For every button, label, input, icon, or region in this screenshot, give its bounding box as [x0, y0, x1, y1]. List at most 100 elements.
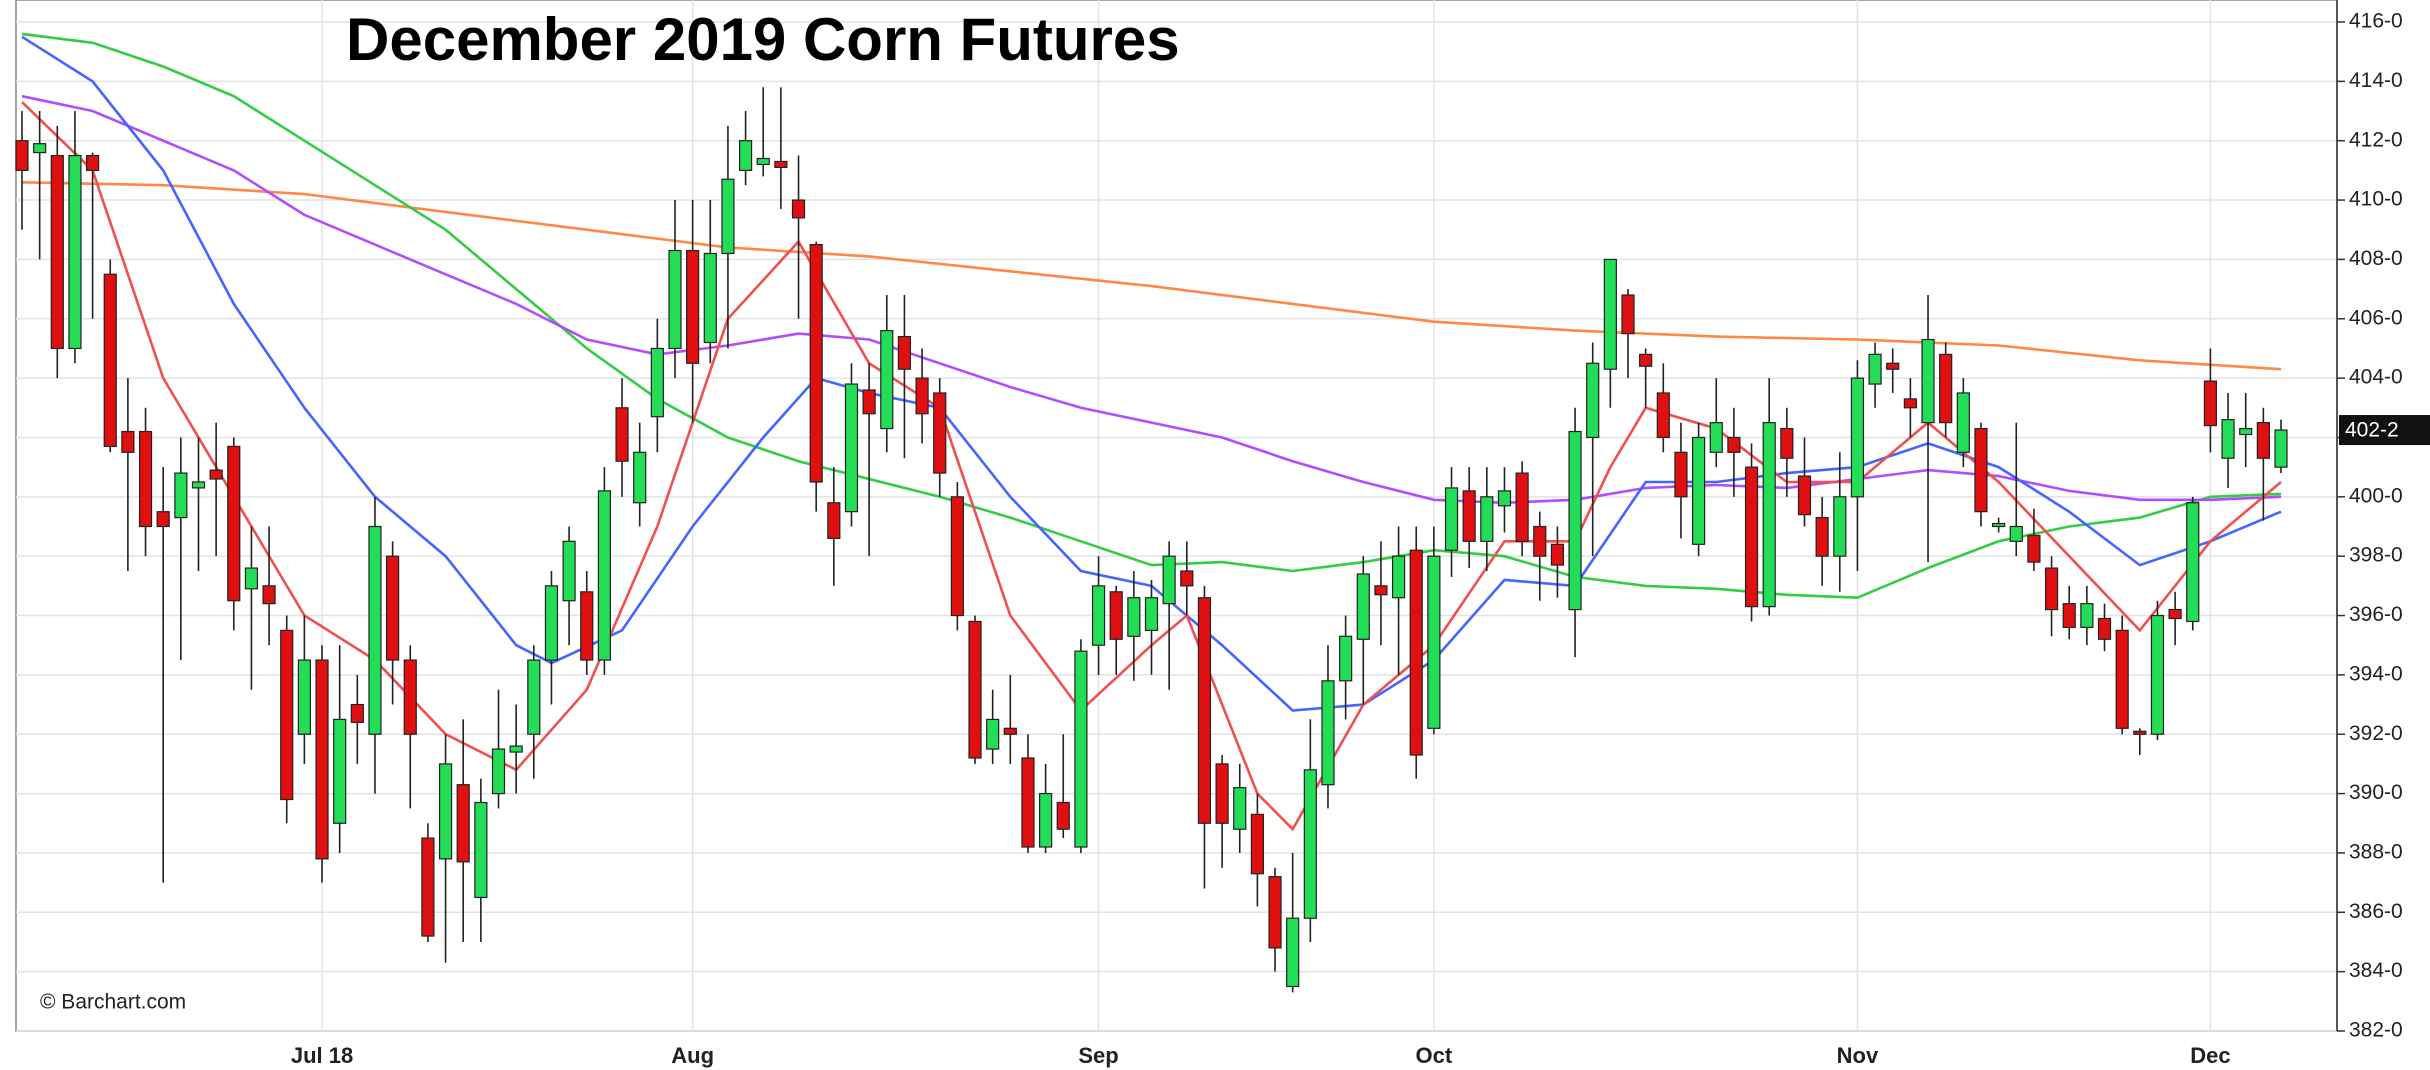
candle-body	[2009, 525, 2023, 542]
candle-body	[2080, 603, 2094, 628]
candle-body	[633, 451, 647, 504]
candle-body	[1744, 466, 1759, 608]
y-tick-label: 400-0	[2349, 484, 2403, 507]
last-price-box	[2339, 415, 2430, 446]
candle-body	[880, 330, 894, 430]
candle-body	[244, 567, 259, 590]
x-tick-label: Aug	[671, 1043, 714, 1068]
candle-body	[2097, 617, 2112, 640]
y-tick-label: 412-0	[2349, 128, 2403, 151]
candle-body	[1462, 490, 1476, 542]
candle-body	[368, 525, 382, 735]
candle-body	[703, 252, 717, 344]
candle-body	[1391, 555, 1406, 599]
candle-body	[1303, 769, 1317, 919]
y-tick-label: 410-0	[2349, 188, 2403, 211]
y-tick-label: 386-0	[2349, 900, 2403, 923]
candle-body	[1797, 475, 1812, 516]
candle-body	[1250, 813, 1264, 875]
candle-body	[350, 703, 364, 723]
candle-body	[209, 469, 223, 480]
source-note: © Barchart.com	[40, 991, 186, 1014]
y-tick-label: 390-0	[2349, 781, 2403, 804]
candle-body	[1780, 427, 1794, 459]
candle-body	[1586, 362, 1600, 439]
candle-body	[1497, 490, 1512, 507]
candle-body	[15, 140, 29, 171]
candle-body	[1180, 570, 1194, 587]
candle-body	[1762, 422, 1776, 608]
candle-body	[915, 377, 929, 415]
candle-body	[774, 160, 788, 169]
moving-average-line	[21, 181, 2282, 371]
candle-body	[191, 481, 206, 489]
moving-average-line	[21, 35, 2282, 712]
candle-body	[2186, 502, 2200, 623]
candle-body	[297, 659, 311, 735]
candle-body	[844, 383, 859, 513]
candle-body	[1709, 422, 1723, 453]
y-tick-label: 384-0	[2349, 959, 2403, 982]
candle-body	[1197, 597, 1212, 824]
candle-body	[456, 784, 470, 863]
candle-body	[121, 430, 135, 453]
candle-body	[1091, 585, 1106, 646]
candle-body	[1568, 430, 1582, 611]
candle-body	[1692, 436, 1706, 545]
x-tick-label: Nov	[1837, 1043, 1879, 1068]
candle-body	[1039, 792, 1053, 848]
candle-body	[1903, 398, 1917, 409]
candle-body	[862, 389, 876, 415]
candle-body	[156, 511, 170, 528]
candle-body	[1656, 392, 1670, 439]
x-tick-label: Sep	[1078, 1043, 1118, 1068]
y-tick-label: 406-0	[2349, 306, 2403, 329]
candle-body	[2256, 422, 2270, 459]
candle-body	[721, 178, 735, 255]
y-tick-label: 396-0	[2349, 603, 2403, 626]
x-tick-label: Jul 18	[291, 1043, 353, 1068]
candle-body	[1356, 573, 1370, 640]
candle-body	[1268, 876, 1282, 949]
candle-body	[1603, 258, 1617, 370]
candle-body	[227, 445, 241, 602]
moving-average-line	[21, 32, 2282, 600]
chart-title: December 2019 Corn Futures	[346, 6, 1180, 73]
candle-body	[333, 718, 347, 824]
candle-body	[933, 392, 947, 474]
candle-body	[2239, 427, 2253, 436]
candle-body	[1921, 338, 1935, 424]
candle-body	[262, 585, 276, 605]
candle-body	[103, 273, 117, 447]
candle-body	[1868, 353, 1882, 385]
candle-body	[1639, 353, 1653, 367]
candle-body	[1939, 353, 1953, 424]
candle-body	[68, 154, 82, 350]
candle-body	[615, 407, 629, 462]
last-price-label: 402-2	[2345, 419, 2399, 442]
candle-body	[2115, 629, 2129, 729]
candle-body	[1409, 549, 1423, 756]
y-tick-label: 414-0	[2349, 69, 2403, 92]
candle-body	[1515, 472, 1529, 542]
y-tick-label: 416-0	[2349, 10, 2403, 33]
candle-body	[968, 620, 982, 759]
candle-body	[650, 347, 664, 418]
candle-body	[280, 629, 294, 801]
candle-body	[2133, 730, 2147, 735]
x-tick-label: Dec	[2190, 1043, 2230, 1068]
candle-body	[1727, 436, 1741, 453]
candle-body	[1286, 917, 1300, 988]
candle-body	[1674, 451, 1688, 498]
candle-body	[950, 496, 964, 617]
y-tick-label: 382-0	[2349, 1019, 2403, 1042]
candle-body	[1162, 555, 1176, 605]
candle-body	[2203, 380, 2218, 427]
candle-body	[438, 763, 453, 860]
candle-body	[174, 472, 188, 519]
candle-body	[1444, 487, 1459, 551]
candle-body	[1533, 525, 1547, 557]
candle-body	[527, 659, 541, 735]
candle-body	[897, 335, 912, 370]
